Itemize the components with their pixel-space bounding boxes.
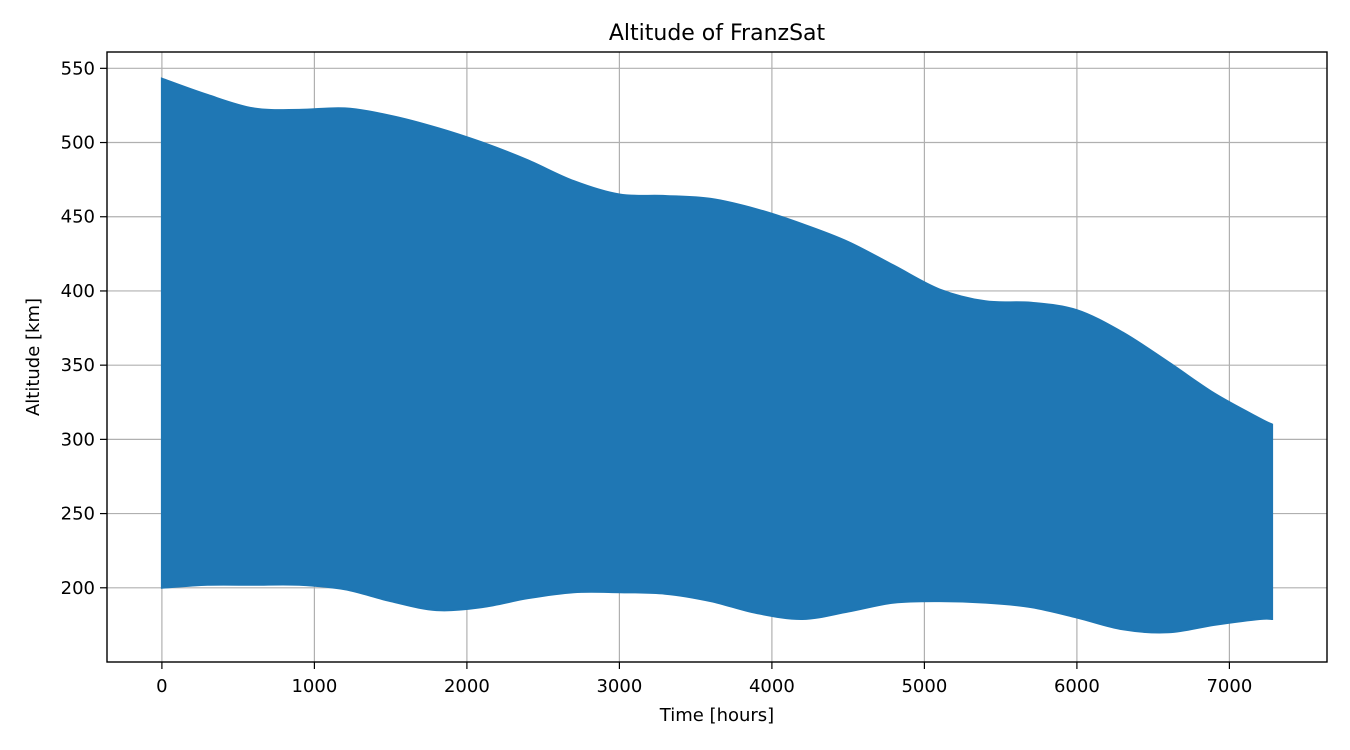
plot-frame [106, 51, 1328, 663]
x-axis-label: Time [hours] [659, 705, 774, 726]
x-tick-label: 2000 [444, 676, 490, 697]
altitude-band-area [160, 77, 1274, 634]
y-tick-label: 300 [61, 429, 95, 450]
chart-title: Altitude of FranzSat [609, 21, 826, 46]
x-tick-label: 5000 [901, 676, 947, 697]
y-tick-label: 450 [61, 207, 95, 228]
y-tick-label: 200 [61, 578, 95, 599]
y-tick-label: 550 [61, 58, 95, 79]
x-tick-label: 3000 [596, 676, 642, 697]
y-axis-label: Altitude [km] [23, 298, 44, 416]
y-tick-label: 500 [61, 133, 95, 154]
x-tick-label: 1000 [291, 676, 337, 697]
x-tick-label: 7000 [1206, 676, 1252, 697]
ticks: 0 1000 2000 3000 4000 5000 6000 7000 200 250 300 35… [61, 58, 1253, 697]
y-tick-label: 350 [61, 355, 95, 376]
y-tick-label: 250 [61, 504, 95, 525]
x-tick-label: 4000 [749, 676, 795, 697]
x-tick-label: 6000 [1054, 676, 1100, 697]
x-tick-label: 0 [156, 676, 167, 697]
y-tick-label: 400 [61, 281, 95, 302]
